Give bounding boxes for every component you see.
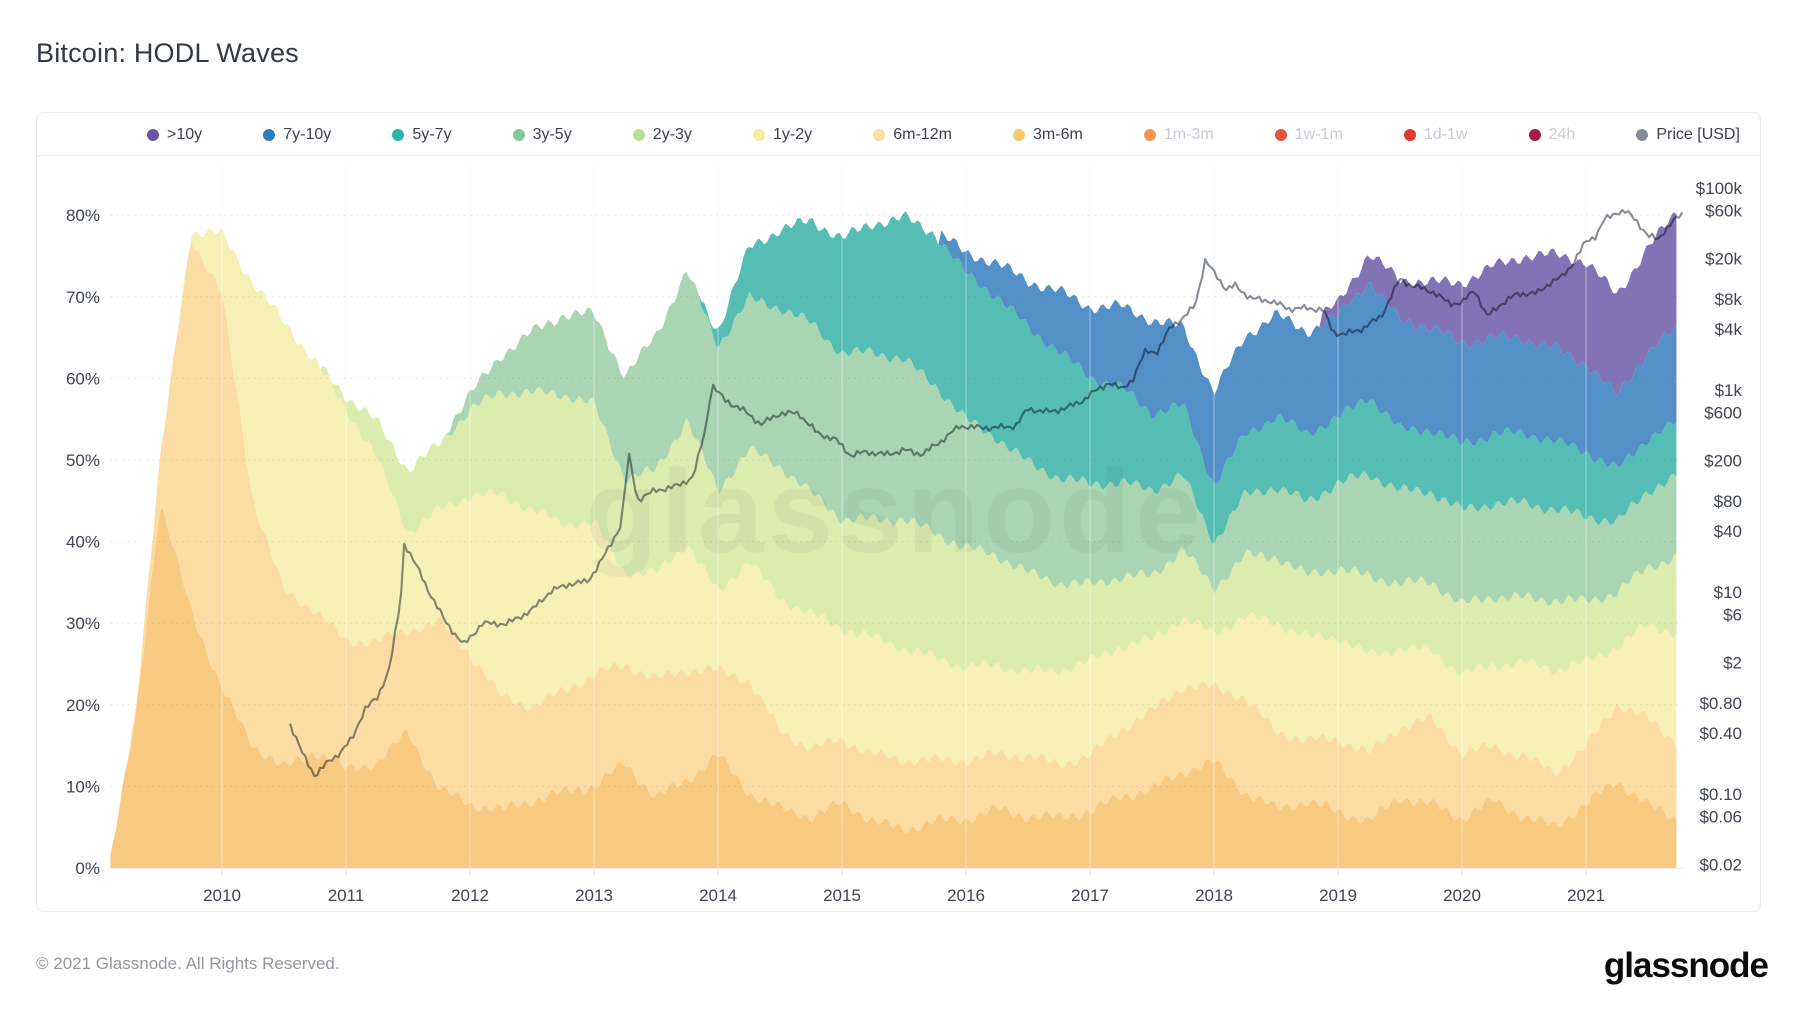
legend-label: 1y-2y xyxy=(773,126,813,143)
area-band--10y[interactable] xyxy=(110,211,1677,855)
legend-swatch-icon xyxy=(512,129,525,141)
x-tick-2018: 2018 xyxy=(1195,886,1233,905)
legend-item-1d-1w[interactable]: 1d-1w xyxy=(1403,126,1468,144)
glassnode-watermark: glassnode xyxy=(585,446,1205,578)
legend-label: 3y-5y xyxy=(532,126,572,143)
y-right-tick-20000: $20k xyxy=(1705,250,1742,269)
legend-label: 5y-7y xyxy=(412,126,452,143)
x-tick-2013: 2013 xyxy=(575,886,613,905)
y-right-tick-6: $6 xyxy=(1723,605,1742,624)
y-left-tick-70: 70% xyxy=(66,288,100,307)
y-right-tick-1000: $1k xyxy=(1715,381,1743,400)
y-right-tick-0_4: $0.40 xyxy=(1699,724,1742,743)
area-band-3y-5y[interactable] xyxy=(110,227,1677,855)
legend-swatch-icon xyxy=(392,129,405,141)
y-right-tick-4000: $4k xyxy=(1715,320,1743,339)
legend-label: >10y xyxy=(167,126,203,143)
glassnode-logo: glassnode xyxy=(1603,946,1769,985)
legend-swatch-icon xyxy=(1528,129,1541,141)
legend-item-5y-7y[interactable]: 5y-7y xyxy=(392,126,451,144)
legend-swatch-icon xyxy=(1274,129,1287,141)
y-left-tick-10: 10% xyxy=(66,777,100,796)
y-right-tick-0_02: $0.02 xyxy=(1699,856,1742,875)
legend-swatch-icon xyxy=(1403,129,1416,141)
legend-swatch-icon xyxy=(873,129,886,141)
y-right-tick-8000: $8k xyxy=(1715,290,1743,309)
area-band-3m-6m[interactable] xyxy=(110,506,1677,868)
area-band-1y-2y[interactable] xyxy=(110,227,1677,855)
y-left-tick-60: 60% xyxy=(66,369,100,388)
footer-copyright: © 2021 Glassnode. All Rights Reserved. xyxy=(36,954,340,973)
legend-label: 2y-3y xyxy=(652,126,692,143)
x-tick-2010: 2010 xyxy=(203,886,241,905)
x-tick-2020: 2020 xyxy=(1443,886,1481,905)
x-tick-2011: 2011 xyxy=(328,886,365,905)
legend-label: 1w-1m xyxy=(1294,126,1343,143)
legend-item-3m-6m[interactable]: 3m-6m xyxy=(1013,126,1083,144)
legend-item-price-usd[interactable]: Price [USD] xyxy=(1636,126,1740,144)
legend-item-1m-3m[interactable]: 1m-3m xyxy=(1143,126,1214,144)
price-line[interactable] xyxy=(289,208,1684,777)
legend-item-2y-3y[interactable]: 2y-3y xyxy=(632,126,692,144)
page-title: Bitcoin: HODL Waves xyxy=(36,38,299,68)
x-tick-2015: 2015 xyxy=(823,886,861,905)
y-right-tick-100000: $100k xyxy=(1696,179,1743,198)
legend-label: 3m-6m xyxy=(1033,126,1083,143)
y-right-tick-600: $600 xyxy=(1704,403,1742,422)
y-left-tick-40: 40% xyxy=(66,533,100,552)
legend-label: 7y-10y xyxy=(283,126,332,143)
area-band-7y-10y[interactable] xyxy=(110,211,1677,855)
legend-swatch-icon xyxy=(1636,129,1649,141)
y-left-tick-20: 20% xyxy=(66,696,100,715)
area-band-6m-12m[interactable] xyxy=(110,243,1677,855)
y-right-tick-0_06: $0.06 xyxy=(1699,807,1742,826)
y-left-tick-30: 30% xyxy=(66,614,100,633)
x-tick-2017: 2017 xyxy=(1071,886,1109,905)
area-band-2y-3y[interactable] xyxy=(110,227,1677,855)
legend-swatch-icon xyxy=(147,129,159,141)
y-right-tick-2: $2 xyxy=(1723,654,1742,673)
legend-item-1w-1m[interactable]: 1w-1m xyxy=(1274,126,1343,144)
x-tick-2021: 2021 xyxy=(1567,886,1605,905)
legend-swatch-icon xyxy=(263,129,276,141)
legend-swatch-icon xyxy=(1143,129,1156,141)
y-right-tick-200: $200 xyxy=(1704,452,1742,471)
legend-label: 24h xyxy=(1548,126,1576,143)
legend-swatch-icon xyxy=(753,129,766,141)
legend-label: 6m-12m xyxy=(893,126,952,143)
y-left-tick-0: 0% xyxy=(75,859,100,878)
y-right-tick-80: $80 xyxy=(1714,492,1742,511)
x-tick-2016: 2016 xyxy=(947,886,985,905)
legend-label: 1m-3m xyxy=(1163,126,1214,143)
legend-item-10y[interactable]: >10y xyxy=(147,126,202,144)
y-right-tick-0_8: $0.80 xyxy=(1699,694,1742,713)
y-right-tick-60000: $60k xyxy=(1705,201,1742,220)
legend-label: 1d-1w xyxy=(1423,126,1468,143)
legend-item-24h[interactable]: 24h xyxy=(1528,126,1576,144)
y-right-tick-10: $10 xyxy=(1714,583,1742,602)
legend-label: Price [USD] xyxy=(1656,126,1740,143)
legend-item-6m-12m[interactable]: 6m-12m xyxy=(873,126,952,144)
legend-item-1y-2y[interactable]: 1y-2y xyxy=(753,126,812,144)
chart-legend: >10y 7y-10y 5y-7y 3y-5y 2y-3y 1y-2y 6m-12m 3m-6… xyxy=(37,113,1760,156)
y-right-tick-40: $40 xyxy=(1714,522,1742,541)
area-band-5y-7y[interactable] xyxy=(110,211,1677,855)
y-left-tick-50: 50% xyxy=(66,451,100,470)
x-tick-2014: 2014 xyxy=(699,886,737,905)
x-tick-2012: 2012 xyxy=(451,886,489,905)
legend-item-3y-5y[interactable]: 3y-5y xyxy=(512,126,572,144)
y-right-tick-0_1: $0.10 xyxy=(1699,785,1742,804)
legend-swatch-icon xyxy=(632,129,645,141)
y-left-tick-80: 80% xyxy=(66,206,100,225)
legend-swatch-icon xyxy=(1013,129,1026,141)
legend-item-7y-10y[interactable]: 7y-10y xyxy=(263,126,331,144)
x-tick-2019: 2019 xyxy=(1319,886,1357,905)
